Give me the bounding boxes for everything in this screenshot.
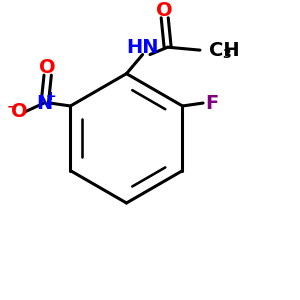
Text: O: O xyxy=(156,1,173,20)
Text: HN: HN xyxy=(126,38,159,57)
Text: F: F xyxy=(205,94,218,112)
Text: N: N xyxy=(36,94,52,112)
Text: CH: CH xyxy=(209,40,239,60)
Text: +: + xyxy=(46,90,57,103)
Text: O: O xyxy=(39,58,55,77)
Text: O: O xyxy=(11,102,27,122)
Text: −: − xyxy=(6,100,17,113)
Text: 3: 3 xyxy=(222,48,230,61)
